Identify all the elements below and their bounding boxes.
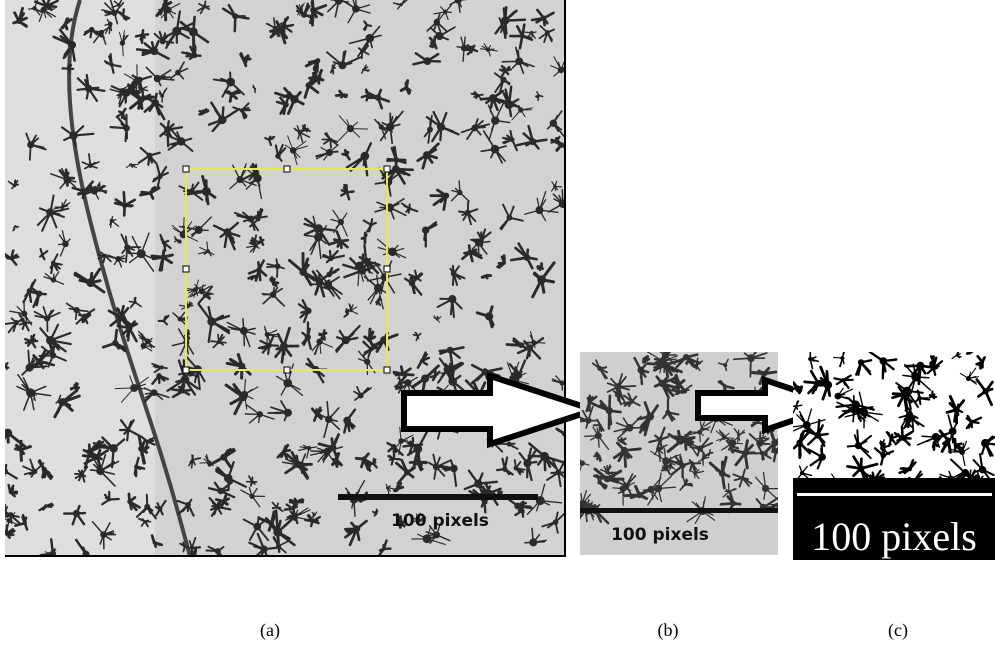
panel-a: 100 pixels bbox=[0, 0, 575, 568]
caption: (b) bbox=[658, 620, 679, 641]
caption: (c) bbox=[888, 620, 908, 641]
scale-bar bbox=[580, 508, 778, 513]
panel-b: 100 pixels bbox=[567, 344, 790, 555]
scale-label: 100 pixels bbox=[811, 514, 977, 559]
panel-c: 100 pixels bbox=[789, 348, 995, 560]
scale-bar bbox=[338, 494, 538, 500]
figure: 100 pixels 100 pixels 100 pixels (a) (b)… bbox=[0, 0, 995, 650]
scale-label: 100 pixels bbox=[611, 525, 709, 545]
scale-label: 100 pixels bbox=[391, 511, 489, 531]
caption: (a) bbox=[260, 620, 280, 641]
scale-bar bbox=[797, 493, 992, 496]
